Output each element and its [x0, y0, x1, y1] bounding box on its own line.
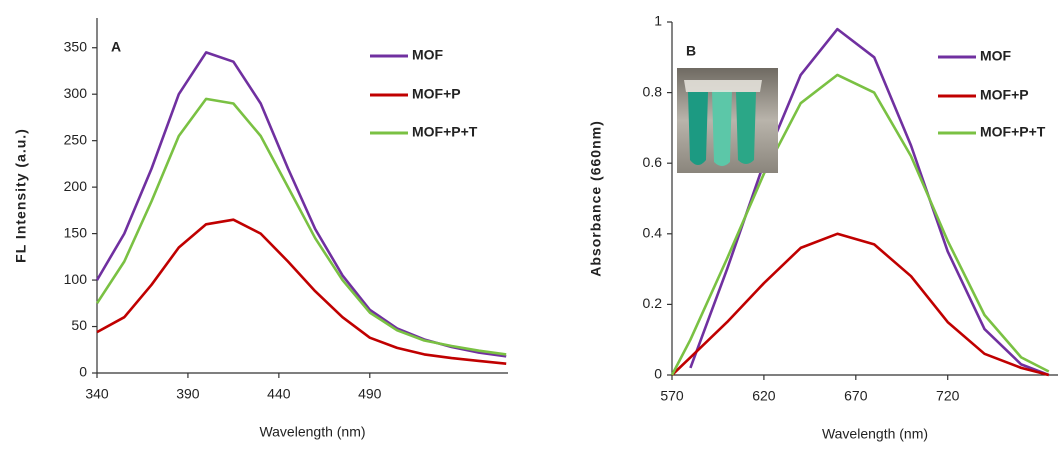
y-tick-label: 300: [64, 85, 88, 101]
series-line: [670, 73, 1050, 376]
series-line: [96, 218, 507, 365]
y-tick-label: 0.8: [643, 83, 663, 99]
x-tick-label: 490: [358, 386, 382, 402]
series-line: [689, 27, 1050, 377]
x-tick-label: 440: [267, 386, 291, 402]
y-axis-label: FL Intensity (a.u.): [13, 128, 29, 263]
y-tick-label: 0: [654, 366, 662, 382]
y-axis-label: Absorbance (660nm): [588, 120, 604, 276]
y-tick-label: 0.6: [643, 154, 663, 170]
x-tick-label: 570: [660, 388, 684, 404]
x-tick-label: 670: [844, 388, 868, 404]
x-axis-label: Wavelength (nm): [259, 424, 365, 440]
y-tick-label: 1: [654, 13, 662, 29]
x-tick-label: 620: [752, 388, 776, 404]
x-axis-label: Wavelength (nm): [822, 426, 928, 442]
y-tick-label: 350: [64, 38, 88, 54]
legend-label: MOF: [980, 48, 1012, 64]
legend-label: MOF+P: [412, 86, 461, 102]
y-tick-label: 250: [64, 131, 88, 147]
x-tick-label: 390: [176, 386, 200, 402]
panel-label: A: [111, 39, 121, 55]
x-tick-label: 340: [85, 386, 109, 402]
legend-label: MOF+P: [980, 87, 1029, 103]
legend-label: MOF+P+T: [980, 124, 1046, 140]
y-tick-label: 50: [71, 317, 87, 333]
y-tick-label: 0: [79, 364, 87, 380]
panel-label: B: [686, 43, 696, 59]
series-line: [95, 97, 507, 356]
inset-photo: [677, 68, 778, 173]
y-tick-label: 100: [64, 271, 88, 287]
legend-label: MOF+P+T: [412, 124, 478, 140]
legend-label: MOF: [412, 47, 444, 63]
y-tick-label: 0.2: [643, 295, 663, 311]
series-line: [671, 232, 1050, 377]
y-tick-label: 200: [64, 178, 88, 194]
x-tick-label: 720: [936, 388, 960, 404]
y-tick-label: 150: [64, 224, 88, 240]
y-tick-label: 0.4: [643, 225, 663, 241]
